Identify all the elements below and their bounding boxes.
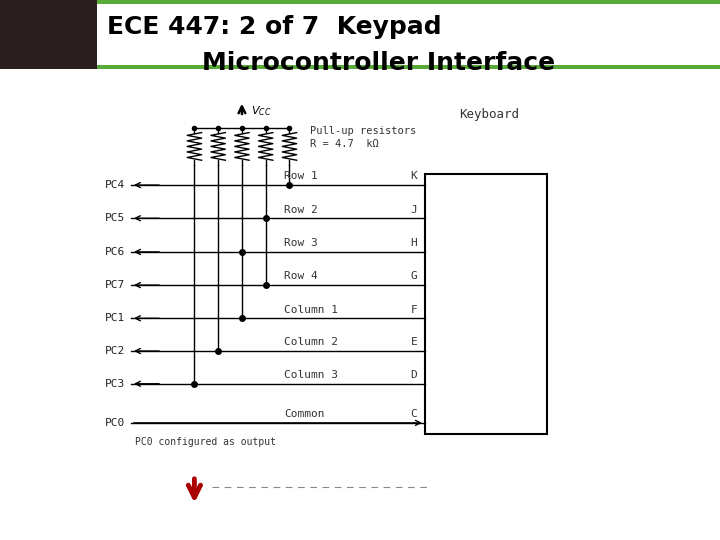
Text: Keyboard: Keyboard xyxy=(459,108,520,121)
Bar xyxy=(0,65,720,69)
Text: Column 1: Column 1 xyxy=(284,305,338,315)
Text: PC3: PC3 xyxy=(104,379,125,389)
Bar xyxy=(0,0,720,4)
Text: PC0 configured as output: PC0 configured as output xyxy=(135,436,276,447)
Text: ECE 447: 2 of 7  Keypad: ECE 447: 2 of 7 Keypad xyxy=(107,15,441,39)
Text: G: G xyxy=(410,272,417,281)
Text: Column 2: Column 2 xyxy=(284,338,338,347)
Text: J: J xyxy=(410,205,417,214)
Text: $V_{CC}$: $V_{CC}$ xyxy=(251,105,271,118)
Text: PC4: PC4 xyxy=(104,180,125,190)
Text: R = 4.7  kΩ: R = 4.7 kΩ xyxy=(310,139,378,149)
Text: PC0: PC0 xyxy=(104,418,125,428)
Bar xyxy=(0,0,97,69)
Text: PC7: PC7 xyxy=(104,280,125,290)
Text: PC1: PC1 xyxy=(104,313,125,323)
Text: Pull-up resistors: Pull-up resistors xyxy=(310,125,416,136)
Text: K: K xyxy=(410,171,417,181)
Text: Microcontroller Interface: Microcontroller Interface xyxy=(202,51,554,75)
Text: PC6: PC6 xyxy=(104,247,125,257)
Text: PC5: PC5 xyxy=(104,213,125,223)
Text: C: C xyxy=(410,409,417,419)
Bar xyxy=(425,174,547,434)
Text: Common: Common xyxy=(284,409,325,419)
Text: Row 4: Row 4 xyxy=(284,272,318,281)
Text: F: F xyxy=(410,305,417,315)
Text: E: E xyxy=(410,338,417,347)
Text: Row 1: Row 1 xyxy=(284,171,318,181)
Text: H: H xyxy=(410,238,417,248)
Text: Row 2: Row 2 xyxy=(284,205,318,214)
Text: Column 3: Column 3 xyxy=(284,370,338,380)
Text: PC2: PC2 xyxy=(104,346,125,356)
Text: D: D xyxy=(410,370,417,380)
Text: Row 3: Row 3 xyxy=(284,238,318,248)
